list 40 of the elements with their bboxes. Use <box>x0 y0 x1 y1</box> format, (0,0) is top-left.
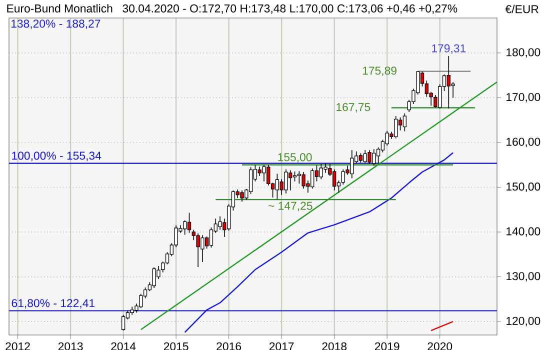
candlestick <box>368 150 372 164</box>
annotation: ~ 147,25 <box>268 202 312 212</box>
x-tick-label: 2019 <box>374 342 400 350</box>
y-tick-label: 160,00 <box>506 138 540 148</box>
candlestick <box>209 227 214 248</box>
candlestick <box>262 164 266 182</box>
candlestick <box>292 171 297 182</box>
y-tick-label: 130,00 <box>506 272 540 282</box>
y-axis-title: €/EUR <box>505 4 538 14</box>
x-tick-label: 2016 <box>216 342 242 350</box>
x-tick-label: 2020 <box>428 342 452 350</box>
annotation: 179,31 <box>432 44 466 54</box>
candlestick <box>358 152 363 164</box>
candlestick <box>218 216 222 230</box>
candlestick <box>240 190 244 202</box>
y-tick-label: 140,00 <box>506 227 540 237</box>
chart-subtitle: 30.04.2020 - O:172,70 H:173,48 L:170,00 C:173,06 +0,46 +0,27% <box>122 4 458 14</box>
y-tick-label: 150,00 <box>506 182 540 192</box>
x-tick-label: 2013 <box>58 342 83 350</box>
candlestick <box>248 166 253 194</box>
x-tick-label: 2014 <box>111 342 136 350</box>
candlestick <box>187 212 192 234</box>
annotation: 61,80% - 122,41 <box>12 299 95 309</box>
annotation: 138,20% - 188,27 <box>11 20 100 30</box>
candlestick <box>402 112 406 132</box>
y-tick-label: 180,00 <box>506 48 540 58</box>
chart-title: Euro-Bund Monatlich <box>7 4 112 13</box>
annotation: 155,00 <box>278 153 312 163</box>
annotation: 100,00% - 155,34 <box>12 152 102 162</box>
x-tick-label: 2018 <box>322 342 347 350</box>
x-tick-label: 2017 <box>269 342 294 350</box>
x-tick-label: 2012 <box>6 342 30 350</box>
line-series <box>184 152 454 333</box>
candlestick <box>284 168 288 194</box>
annotation: 167,75 <box>336 103 370 112</box>
x-tick-label: 2015 <box>164 342 188 350</box>
annotation: 175,89 <box>362 66 396 76</box>
candlestick <box>121 314 126 331</box>
y-tick-label: 170,00 <box>506 92 540 102</box>
y-tick-label: 120,00 <box>506 316 540 326</box>
